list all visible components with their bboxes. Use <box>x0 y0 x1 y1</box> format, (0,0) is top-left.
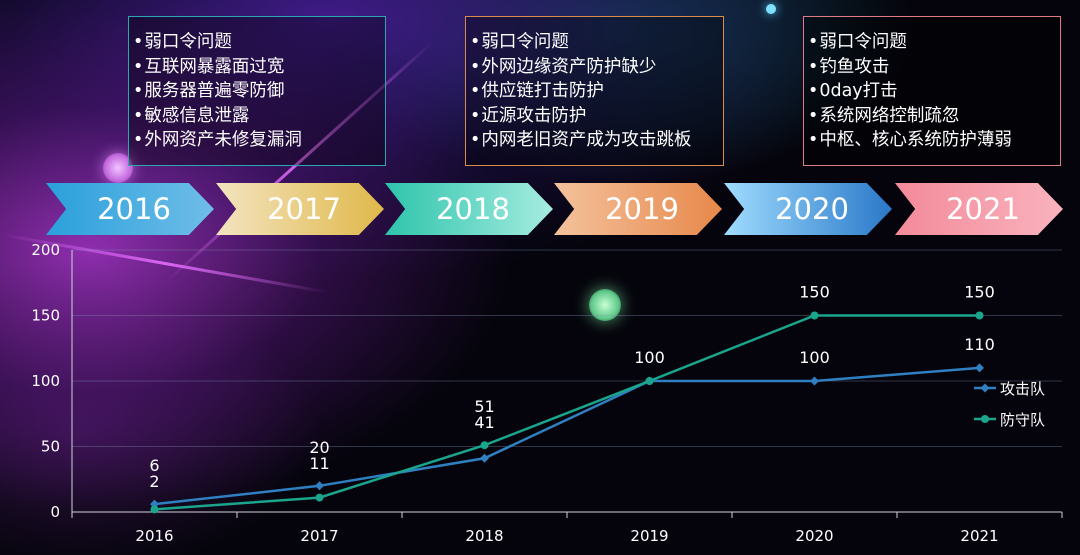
legend-marker <box>980 383 990 393</box>
y-tick-label: 50 <box>41 438 60 456</box>
legend-label: 防守队 <box>1000 411 1045 429</box>
issue-item: 系统网络控制疏忽 <box>808 104 1052 129</box>
x-tick-label: 2021 <box>960 527 998 545</box>
issue-item: 弱口令问题 <box>133 30 377 55</box>
series-1-point <box>810 376 819 386</box>
year-arrow-2016: 2016 <box>46 183 214 235</box>
series-1-point <box>315 481 324 491</box>
y-tick-label: 100 <box>31 372 60 390</box>
data-label: 41 <box>474 413 494 432</box>
year-arrow-2018: 2018 <box>385 183 553 235</box>
data-label: 20 <box>309 438 329 457</box>
issue-item: 外网资产未修复漏洞 <box>133 128 377 153</box>
data-label: 110 <box>964 335 995 354</box>
decorative-orb-green <box>589 289 621 321</box>
issue-item: 中枢、核心系统防护薄弱 <box>808 128 1052 153</box>
series-2-point <box>810 311 819 320</box>
issue-box-2: 弱口令问题 外网边缘资产防护缺少 供应链打击防护 近源攻击防护 内网老旧资产成为… <box>465 16 724 166</box>
y-tick-label: 0 <box>50 503 60 521</box>
series-2-point <box>975 311 984 320</box>
year-arrow-2021: 2021 <box>895 183 1063 235</box>
data-label: 2 <box>149 472 159 491</box>
year-arrow-2017: 2017 <box>216 183 384 235</box>
x-tick-label: 2019 <box>630 527 668 545</box>
legend-marker <box>981 415 989 423</box>
issue-item: 服务器普遍零防御 <box>133 79 377 104</box>
series-2-point <box>150 505 159 514</box>
decorative-orb-blue <box>766 4 776 14</box>
year-arrow-2020: 2020 <box>724 183 892 235</box>
y-tick-label: 150 <box>31 307 60 325</box>
data-label: 51 <box>474 397 494 416</box>
issue-item: 弱口令问题 <box>470 30 715 55</box>
issue-box-3: 弱口令问题 钓鱼攻击 0day打击 系统网络控制疏忽 中枢、核心系统防护薄弱 <box>803 16 1061 166</box>
series-2-point <box>315 493 324 502</box>
x-tick-label: 2017 <box>300 527 338 545</box>
issue-item: 敏感信息泄露 <box>133 104 377 129</box>
series-line-1 <box>154 366 980 506</box>
series-line-2 <box>154 314 980 511</box>
issue-box-1: 弱口令问题 互联网暴露面过宽 服务器普遍零防御 敏感信息泄露 外网资产未修复漏洞 <box>128 16 386 166</box>
series-1-point <box>480 453 489 463</box>
issue-item: 近源攻击防护 <box>470 104 715 129</box>
series-2-point <box>645 377 654 385</box>
data-label: 150 <box>799 283 830 302</box>
data-label: 6 <box>149 456 159 475</box>
x-tick-label: 2016 <box>135 527 173 545</box>
data-label: 100 <box>634 348 665 367</box>
issue-item: 供应链打击防护 <box>470 79 715 104</box>
issue-item: 内网老旧资产成为攻击跳板 <box>470 128 715 153</box>
issue-item: 0day打击 <box>808 79 1052 104</box>
y-tick-label: 200 <box>31 241 60 259</box>
legend-label: 攻击队 <box>1000 380 1045 398</box>
series-2-point <box>480 441 489 450</box>
issue-item: 弱口令问题 <box>808 30 1052 55</box>
issue-item: 钓鱼攻击 <box>808 55 1052 80</box>
issue-item: 外网边缘资产防护缺少 <box>470 55 715 80</box>
x-tick-label: 2018 <box>465 527 503 545</box>
year-arrow-2019: 2019 <box>554 183 722 235</box>
data-label: 150 <box>964 283 995 302</box>
series-1-point <box>975 363 984 373</box>
x-tick-label: 2020 <box>795 527 833 545</box>
data-label: 100 <box>799 348 830 367</box>
data-label: 11 <box>309 454 329 473</box>
issue-item: 互联网暴露面过宽 <box>133 55 377 80</box>
